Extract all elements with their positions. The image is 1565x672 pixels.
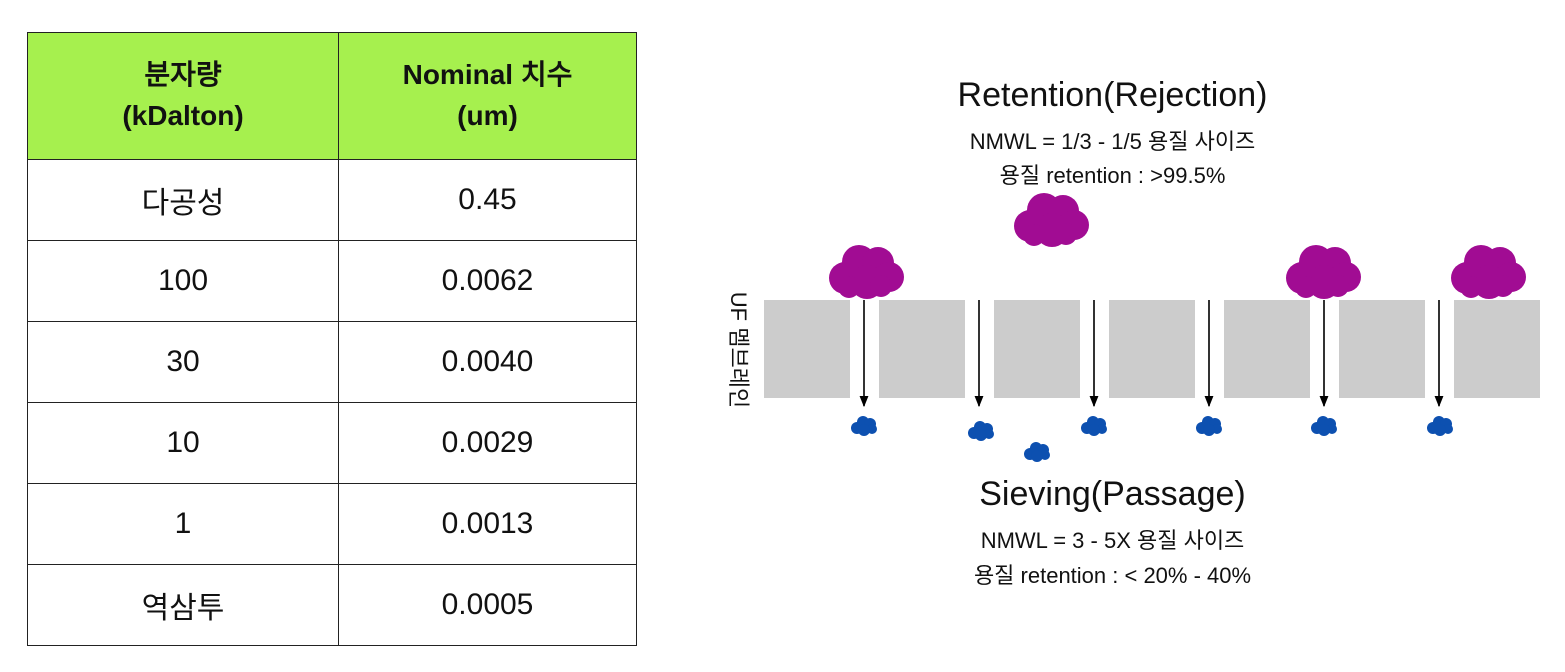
- size-cell: 0.0029: [338, 402, 637, 484]
- table-row: 다공성 0.45: [27, 159, 637, 241]
- header-size-unit: (um): [457, 100, 518, 131]
- table-row: 10 0.0029: [27, 402, 637, 484]
- small-solute-cloud: [968, 421, 994, 441]
- table-row: 100 0.0062: [27, 240, 637, 322]
- small-solutes: [851, 416, 1453, 462]
- large-solutes: [829, 193, 1526, 299]
- small-solute-cloud: [1081, 416, 1107, 436]
- mw-cell: 100: [27, 240, 339, 322]
- retention-value: 용질 retention : >99.5%: [999, 163, 1226, 188]
- table-row: 역삼투 0.0005: [27, 564, 637, 646]
- membrane-block: [879, 300, 965, 398]
- sieving-value: 용질 retention : < 20% - 40%: [973, 563, 1252, 588]
- membrane-block: [994, 300, 1080, 398]
- sieving-nmwl: NMWL = 3 - 5X 용질 사이즈: [980, 528, 1245, 553]
- table-row: 1 0.0013: [27, 483, 637, 565]
- mw-cell: 1: [27, 483, 339, 565]
- header-nominal-size: Nominal 치수 (um): [338, 32, 637, 160]
- mw-cell: 역삼투: [27, 564, 339, 646]
- small-solute-cloud: [1427, 416, 1453, 436]
- table-header-row: 분자량 (kDalton) Nominal 치수 (um): [27, 32, 637, 160]
- header-size-label: Nominal 치수: [402, 59, 573, 91]
- flow-arrows: [859, 300, 1444, 408]
- size-cell: 0.0013: [338, 483, 637, 565]
- mw-size-table: 분자량 (kDalton) Nominal 치수 (um) 다공성 0.45 1…: [27, 32, 637, 646]
- small-solute-cloud: [1024, 442, 1050, 462]
- membrane-block: [1109, 300, 1195, 398]
- retention-nmwl: NMWL = 1/3 - 1/5 용질 사이즈: [969, 129, 1256, 154]
- membrane-block: [1339, 300, 1425, 398]
- size-cell: 0.0005: [338, 564, 637, 646]
- large-solute-cloud: [1451, 245, 1526, 299]
- header-mw-label: 분자량: [144, 59, 222, 91]
- large-solute-cloud: [1286, 245, 1361, 299]
- large-solute-cloud: [1014, 193, 1089, 247]
- retention-title: Retention(Rejection): [957, 76, 1268, 114]
- small-solute-cloud: [851, 416, 877, 436]
- large-solute-cloud: [829, 245, 904, 299]
- membrane-blocks: [764, 300, 1540, 398]
- mw-cell: 다공성: [27, 159, 339, 241]
- header-molecular-weight: 분자량 (kDalton): [27, 32, 339, 160]
- sieving-title: Sieving(Passage): [979, 475, 1246, 513]
- mw-cell: 30: [27, 321, 339, 403]
- table-row: 30 0.0040: [27, 321, 637, 403]
- mw-cell: 10: [27, 402, 339, 484]
- membrane-block: [1454, 300, 1540, 398]
- header-mw-unit: (kDalton): [122, 100, 244, 131]
- membrane-block: [1224, 300, 1310, 398]
- small-solute-cloud: [1196, 416, 1222, 436]
- membrane-block: [764, 300, 850, 398]
- small-solute-cloud: [1311, 416, 1337, 436]
- membrane-diagram: Retention(Rejection) NMWL = 1/3 - 1/5 용질…: [660, 0, 1565, 672]
- size-cell: 0.45: [338, 159, 637, 241]
